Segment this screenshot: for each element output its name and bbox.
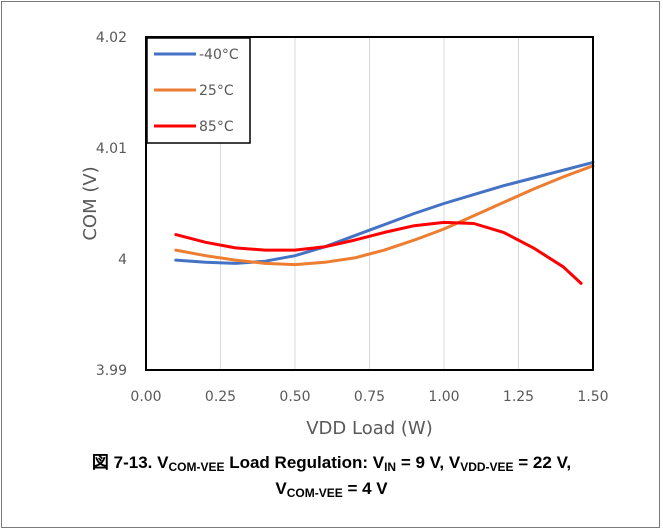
legend: -40°C 25°C 85°C [146, 37, 251, 144]
figure-caption: 図 7-13. VCOM-VEE Load Regulation: VIN = … [0, 452, 663, 504]
series-lines [174, 160, 595, 285]
caption-text: Load Regulation: V [224, 453, 385, 472]
caption-sub: COM-VEE [286, 486, 343, 500]
y-axis-title: COM (V) [80, 166, 101, 240]
caption-text: = 4 V [342, 479, 388, 498]
chart: 0.00 0.25 0.50 0.75 1.00 1.25 1.50 3.99 4 4.01 4.… [80, 30, 609, 439]
y-tick-label: 4 [118, 252, 127, 268]
y-tick-label: 4.02 [96, 30, 127, 46]
legend-label: -40°C [199, 47, 239, 63]
plot-area-border [145, 36, 594, 371]
y-tick-label: 3.99 [96, 363, 127, 379]
x-tick-label: 0.75 [354, 389, 385, 405]
caption-text: = 22 V, [513, 453, 572, 472]
x-tick-labels: 0.00 0.25 0.50 0.75 1.00 1.25 1.50 [130, 389, 608, 405]
caption-sub: VDD-VEE [460, 460, 514, 474]
caption-prefix: 図 7-13. V [91, 453, 169, 472]
x-tick-label: 1.50 [577, 389, 608, 405]
y-tick-label: 4.01 [96, 141, 127, 157]
series-line [174, 164, 595, 267]
caption-sub: IN [384, 460, 397, 474]
x-axis-title: VDD Load (W) [306, 418, 433, 439]
x-tick-label: 0.00 [130, 389, 161, 405]
legend-label: 85°C [199, 119, 234, 135]
x-tick-label: 0.25 [205, 389, 236, 405]
caption-line-1: 図 7-13. VCOM-VEE Load Regulation: VIN = … [0, 452, 663, 478]
caption-text: V [275, 479, 287, 498]
legend-label: 25°C [199, 83, 234, 99]
x-tick-label: 1.25 [503, 389, 534, 405]
series-line [174, 220, 583, 285]
x-tick-label: 0.50 [279, 389, 310, 405]
caption-sub: COM-VEE [168, 460, 225, 474]
caption-line-2: VCOM-VEE = 4 V [0, 478, 663, 504]
caption-text: = 9 V, V [396, 453, 461, 472]
y-tick-labels: 3.99 4 4.01 4.02 [96, 30, 127, 379]
x-tick-label: 1.00 [428, 389, 459, 405]
